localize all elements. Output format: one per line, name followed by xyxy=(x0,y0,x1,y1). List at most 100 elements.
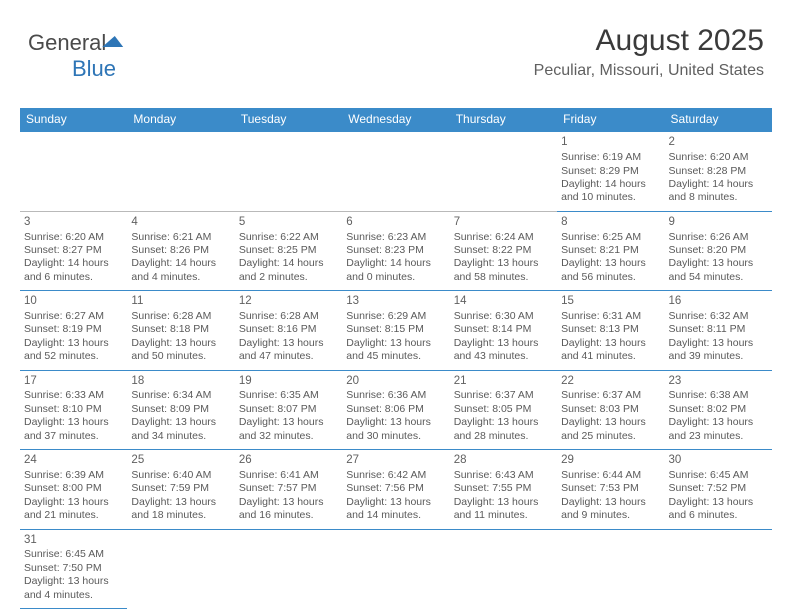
empty-cell xyxy=(557,530,664,609)
daylight: and 11 minutes. xyxy=(454,509,553,522)
daylight: and 4 minutes. xyxy=(24,589,123,602)
sunrise: Sunrise: 6:28 AM xyxy=(131,310,230,323)
day-header: Wednesday xyxy=(342,108,449,132)
day-cell: 31Sunrise: 6:45 AMSunset: 7:50 PMDayligh… xyxy=(20,530,127,609)
sunset: Sunset: 8:29 PM xyxy=(561,165,660,178)
daylight: and 14 minutes. xyxy=(346,509,445,522)
daylight: Daylight: 13 hours xyxy=(24,416,123,429)
daylight: Daylight: 14 hours xyxy=(239,257,338,270)
month-title: August 2025 xyxy=(534,24,764,58)
day-number: 3 xyxy=(24,215,123,230)
day-cell: 26Sunrise: 6:41 AMSunset: 7:57 PMDayligh… xyxy=(235,450,342,529)
sunrise: Sunrise: 6:40 AM xyxy=(131,469,230,482)
day-cell: 13Sunrise: 6:29 AMSunset: 8:15 PMDayligh… xyxy=(342,291,449,370)
sunset: Sunset: 8:21 PM xyxy=(561,244,660,257)
day-number: 14 xyxy=(454,294,553,309)
sunrise: Sunrise: 6:28 AM xyxy=(239,310,338,323)
day-cell: 1Sunrise: 6:19 AMSunset: 8:29 PMDaylight… xyxy=(557,132,664,211)
week-row: 31Sunrise: 6:45 AMSunset: 7:50 PMDayligh… xyxy=(20,530,772,609)
sunrise: Sunrise: 6:39 AM xyxy=(24,469,123,482)
day-cell: 14Sunrise: 6:30 AMSunset: 8:14 PMDayligh… xyxy=(450,291,557,370)
daylight: Daylight: 14 hours xyxy=(131,257,230,270)
daylight: and 8 minutes. xyxy=(669,191,768,204)
daylight: Daylight: 13 hours xyxy=(454,257,553,270)
daylight: and 6 minutes. xyxy=(24,271,123,284)
header-row: SundayMondayTuesdayWednesdayThursdayFrid… xyxy=(20,108,772,132)
sunset: Sunset: 8:00 PM xyxy=(24,482,123,495)
day-cell: 16Sunrise: 6:32 AMSunset: 8:11 PMDayligh… xyxy=(665,291,772,370)
sunrise: Sunrise: 6:33 AM xyxy=(24,389,123,402)
day-number: 17 xyxy=(24,374,123,389)
empty-cell xyxy=(450,132,557,211)
sunrise: Sunrise: 6:30 AM xyxy=(454,310,553,323)
day-number: 15 xyxy=(561,294,660,309)
sunset: Sunset: 8:14 PM xyxy=(454,323,553,336)
day-cell: 6Sunrise: 6:23 AMSunset: 8:23 PMDaylight… xyxy=(342,212,449,291)
week-row: 3Sunrise: 6:20 AMSunset: 8:27 PMDaylight… xyxy=(20,212,772,291)
day-cell: 29Sunrise: 6:44 AMSunset: 7:53 PMDayligh… xyxy=(557,450,664,529)
day-number: 28 xyxy=(454,453,553,468)
daylight: and 30 minutes. xyxy=(346,430,445,443)
day-header: Tuesday xyxy=(235,108,342,132)
day-cell: 3Sunrise: 6:20 AMSunset: 8:27 PMDaylight… xyxy=(20,212,127,291)
daylight: and 9 minutes. xyxy=(561,509,660,522)
day-cell: 22Sunrise: 6:37 AMSunset: 8:03 PMDayligh… xyxy=(557,371,664,450)
day-cell: 12Sunrise: 6:28 AMSunset: 8:16 PMDayligh… xyxy=(235,291,342,370)
daylight: and 54 minutes. xyxy=(669,271,768,284)
daylight: Daylight: 13 hours xyxy=(561,496,660,509)
daylight: Daylight: 13 hours xyxy=(561,416,660,429)
sunset: Sunset: 8:03 PM xyxy=(561,403,660,416)
sunrise: Sunrise: 6:29 AM xyxy=(346,310,445,323)
daylight: and 32 minutes. xyxy=(239,430,338,443)
sunrise: Sunrise: 6:20 AM xyxy=(24,231,123,244)
daylight: and 45 minutes. xyxy=(346,350,445,363)
daylight: Daylight: 13 hours xyxy=(561,257,660,270)
sunset: Sunset: 8:26 PM xyxy=(131,244,230,257)
day-cell: 9Sunrise: 6:26 AMSunset: 8:20 PMDaylight… xyxy=(665,212,772,291)
daylight: and 43 minutes. xyxy=(454,350,553,363)
day-cell: 5Sunrise: 6:22 AMSunset: 8:25 PMDaylight… xyxy=(235,212,342,291)
calendar: SundayMondayTuesdayWednesdayThursdayFrid… xyxy=(20,108,772,609)
daylight: Daylight: 13 hours xyxy=(669,416,768,429)
daylight: Daylight: 13 hours xyxy=(561,337,660,350)
week-row: 17Sunrise: 6:33 AMSunset: 8:10 PMDayligh… xyxy=(20,371,772,450)
sunrise: Sunrise: 6:24 AM xyxy=(454,231,553,244)
daylight: Daylight: 13 hours xyxy=(346,337,445,350)
sunrise: Sunrise: 6:36 AM xyxy=(346,389,445,402)
daylight: and 56 minutes. xyxy=(561,271,660,284)
day-number: 22 xyxy=(561,374,660,389)
sunrise: Sunrise: 6:44 AM xyxy=(561,469,660,482)
empty-cell xyxy=(235,132,342,211)
day-header: Saturday xyxy=(665,108,772,132)
day-number: 23 xyxy=(669,374,768,389)
day-number: 30 xyxy=(669,453,768,468)
day-number: 2 xyxy=(669,135,768,150)
sunset: Sunset: 8:11 PM xyxy=(669,323,768,336)
daylight: Daylight: 14 hours xyxy=(669,178,768,191)
sunrise: Sunrise: 6:35 AM xyxy=(239,389,338,402)
sunset: Sunset: 7:57 PM xyxy=(239,482,338,495)
day-number: 1 xyxy=(561,135,660,150)
sunrise: Sunrise: 6:26 AM xyxy=(669,231,768,244)
day-cell: 25Sunrise: 6:40 AMSunset: 7:59 PMDayligh… xyxy=(127,450,234,529)
day-number: 18 xyxy=(131,374,230,389)
sunset: Sunset: 7:52 PM xyxy=(669,482,768,495)
day-cell: 8Sunrise: 6:25 AMSunset: 8:21 PMDaylight… xyxy=(557,212,664,291)
daylight: and 41 minutes. xyxy=(561,350,660,363)
daylight: Daylight: 14 hours xyxy=(346,257,445,270)
empty-cell xyxy=(665,530,772,609)
day-number: 31 xyxy=(24,533,123,548)
daylight: and 34 minutes. xyxy=(131,430,230,443)
sunrise: Sunrise: 6:23 AM xyxy=(346,231,445,244)
daylight: and 50 minutes. xyxy=(131,350,230,363)
daylight: Daylight: 13 hours xyxy=(346,496,445,509)
day-number: 24 xyxy=(24,453,123,468)
sunrise: Sunrise: 6:27 AM xyxy=(24,310,123,323)
empty-cell xyxy=(20,132,127,211)
empty-cell xyxy=(450,530,557,609)
day-cell: 17Sunrise: 6:33 AMSunset: 8:10 PMDayligh… xyxy=(20,371,127,450)
sunset: Sunset: 7:59 PM xyxy=(131,482,230,495)
daylight: and 58 minutes. xyxy=(454,271,553,284)
sunset: Sunset: 7:56 PM xyxy=(346,482,445,495)
day-number: 8 xyxy=(561,215,660,230)
